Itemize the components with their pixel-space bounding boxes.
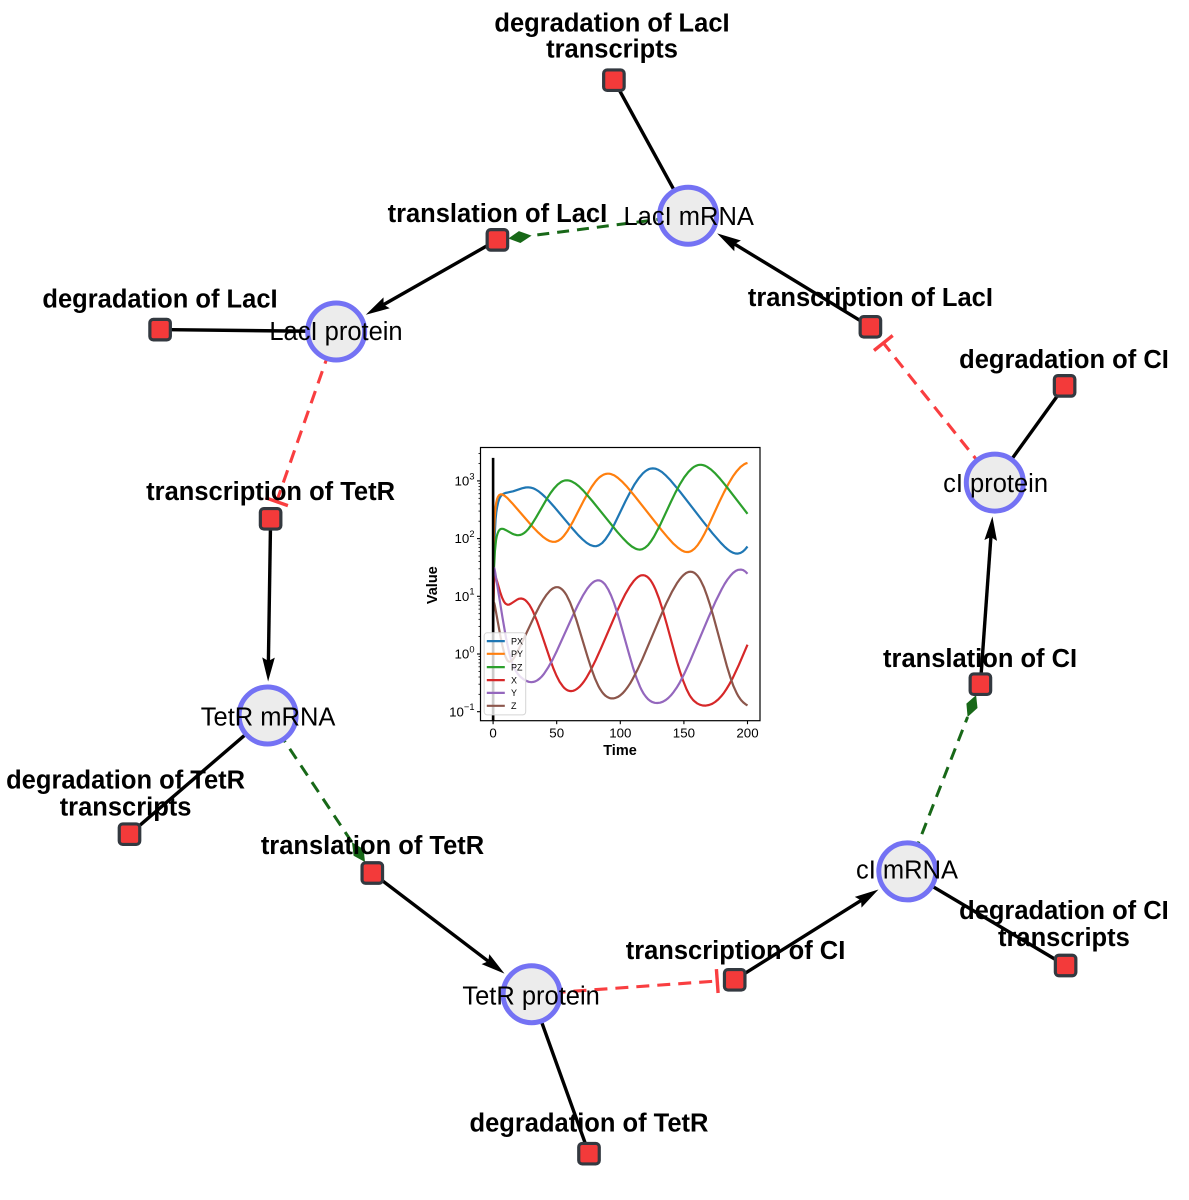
svg-text:transcription of CI: transcription of CI [626, 937, 846, 965]
svg-text:transcription of TetR: transcription of TetR [146, 478, 395, 506]
svg-text:transcripts: transcripts [60, 794, 192, 822]
svg-text:translation of TetR: translation of TetR [261, 832, 484, 860]
svg-text:LacI mRNA: LacI mRNA [624, 203, 754, 231]
svg-text:X: X [511, 675, 517, 685]
svg-text:Y: Y [511, 688, 517, 698]
svg-text:degradation of LacI: degradation of LacI [42, 285, 277, 313]
svg-text:100: 100 [609, 725, 631, 740]
svg-text:transcripts: transcripts [998, 924, 1130, 952]
svg-text:Value: Value [425, 566, 441, 604]
svg-text:translation of LacI: translation of LacI [388, 200, 608, 228]
svg-text:PZ: PZ [511, 662, 523, 672]
svg-text:translation of CI: translation of CI [883, 645, 1077, 673]
svg-text:degradation of TetR: degradation of TetR [6, 767, 245, 795]
svg-text:degradation of TetR: degradation of TetR [470, 1109, 709, 1137]
svg-text:transcription of LacI: transcription of LacI [748, 284, 993, 312]
svg-text:150: 150 [673, 725, 695, 740]
svg-text:cI mRNA: cI mRNA [856, 856, 958, 884]
svg-text:0: 0 [489, 725, 496, 740]
svg-text:cI protein: cI protein [943, 470, 1048, 498]
svg-text:degradation of CI: degradation of CI [959, 346, 1169, 374]
svg-text:LacI protein: LacI protein [269, 318, 402, 346]
svg-text:PX: PX [511, 636, 523, 646]
svg-text:degradation of CI: degradation of CI [959, 897, 1169, 925]
svg-text:Time: Time [603, 743, 637, 759]
svg-text:200: 200 [736, 725, 758, 740]
svg-text:degradation of LacI: degradation of LacI [494, 10, 729, 38]
svg-text:50: 50 [549, 725, 564, 740]
svg-text:Z: Z [511, 701, 517, 711]
svg-text:TetR mRNA: TetR mRNA [201, 703, 336, 731]
svg-text:PY: PY [511, 649, 523, 659]
svg-text:TetR protein: TetR protein [462, 983, 600, 1011]
svg-text:transcripts: transcripts [546, 35, 678, 63]
